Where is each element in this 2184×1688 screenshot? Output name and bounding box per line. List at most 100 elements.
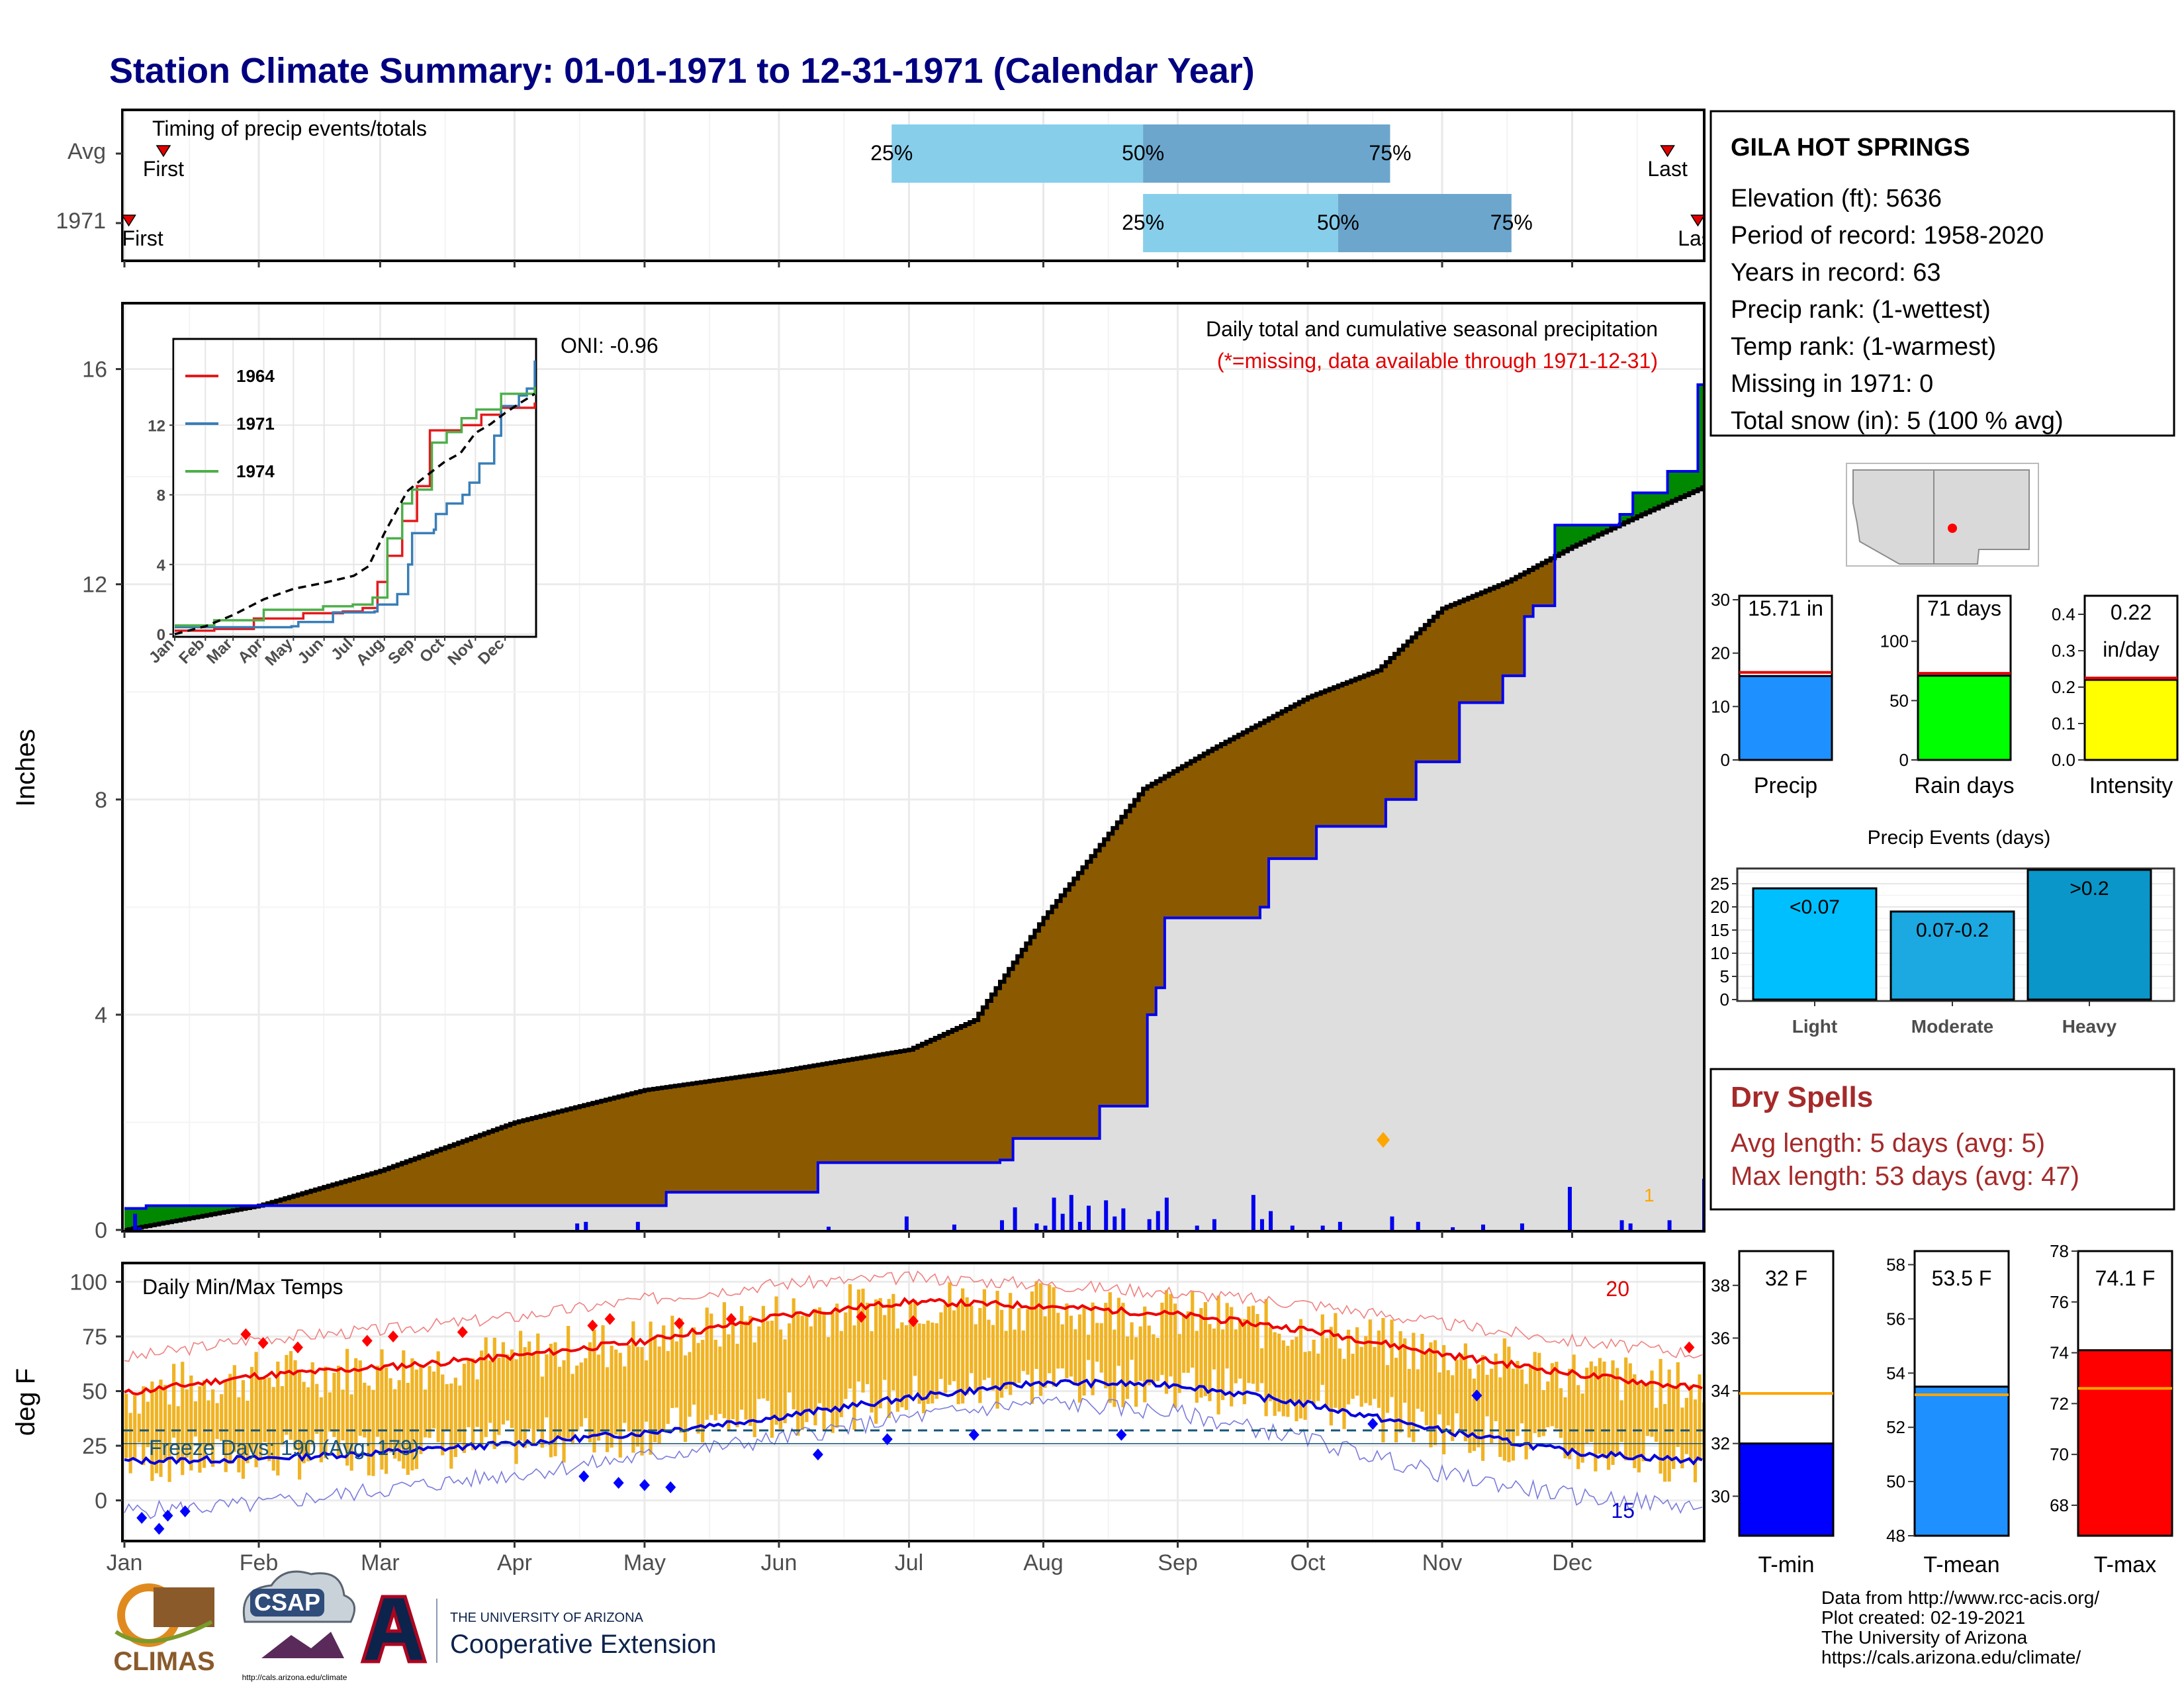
surplus-area xyxy=(1555,385,1703,556)
temp-daily-bar xyxy=(926,1320,930,1404)
temp-bar-ytick-label: 38 xyxy=(1711,1276,1730,1295)
temp-daily-bar xyxy=(432,1371,436,1429)
temp-xtick-label: Aug xyxy=(1023,1550,1064,1575)
record-high-marker xyxy=(257,1336,269,1349)
precip-bar-ytick-label: 20 xyxy=(1711,643,1730,663)
precip-bar-ytick-label: 0.4 xyxy=(2052,604,2075,624)
temp-daily-bar xyxy=(471,1358,475,1450)
main-ylabel: Inches xyxy=(11,729,40,807)
precip-bar-ytick-label: 0.2 xyxy=(2052,677,2075,697)
temp-daily-bar xyxy=(1216,1295,1220,1415)
record-high-marker xyxy=(908,1315,919,1327)
snow-marker-label: 1 xyxy=(1644,1185,1655,1205)
temp-xtick-label: Jun xyxy=(761,1550,797,1575)
precip-bar-category-label: Intensity xyxy=(2089,773,2173,798)
temp-daily-bar xyxy=(1212,1329,1216,1370)
daily-precip-bar xyxy=(1034,1223,1039,1230)
temp-daily-bar xyxy=(1173,1303,1177,1408)
temp-daily-bar xyxy=(480,1350,484,1446)
temp-daily-bar xyxy=(1152,1334,1156,1385)
credit-line-1: Data from http://www.rcc-acis.org/ xyxy=(1821,1587,2099,1608)
temp-daily-bar xyxy=(856,1289,861,1382)
temp-xtick-label: Mar xyxy=(361,1550,400,1575)
temp-daily-bar xyxy=(1069,1315,1073,1377)
temp-daily-bar xyxy=(943,1304,948,1393)
temp-daily-bar xyxy=(1689,1385,1693,1461)
record-high-marker xyxy=(361,1335,373,1347)
record-low-marker xyxy=(1471,1389,1482,1402)
inset-ytick-label: 4 xyxy=(157,557,166,575)
temp-daily-bar xyxy=(276,1361,280,1476)
temp-daily-bar xyxy=(1455,1359,1459,1414)
cumulative-area-below xyxy=(124,487,1703,1230)
daily-precip-bar xyxy=(133,1213,138,1230)
temp-daily-bar xyxy=(917,1323,921,1404)
precip-bar-fill xyxy=(1917,675,2012,761)
precip-bar-ytick-label: 10 xyxy=(1711,696,1730,716)
precip-bar-value-label: in/day xyxy=(2103,637,2159,661)
temp-daily-bar xyxy=(891,1293,895,1391)
temp-daily-bar xyxy=(904,1325,909,1411)
temp-daily-bar xyxy=(995,1291,999,1409)
climas-logo: CLIMAS xyxy=(113,1583,215,1676)
temp-daily-bar xyxy=(731,1321,735,1419)
temp-daily-bar xyxy=(475,1379,479,1427)
temp-daily-bar xyxy=(1628,1363,1632,1460)
temp-daily-bar xyxy=(1433,1340,1437,1446)
precip-bar-ytick-label: 0 xyxy=(1899,750,1909,770)
temp-daily-bar xyxy=(1160,1302,1164,1376)
daily-precip-bar xyxy=(1164,1197,1169,1230)
timing-quantile-label: 25% xyxy=(1122,211,1164,234)
temp-daily-bar xyxy=(285,1354,289,1435)
daily-precip-bar xyxy=(137,1227,142,1230)
temp-daily-bar xyxy=(375,1366,380,1437)
temp-daily-bar xyxy=(1645,1383,1650,1436)
temp-daily-bar xyxy=(250,1366,254,1452)
first-event-marker xyxy=(121,214,136,227)
csap-url-text: http://cals.arizona.edu/climate xyxy=(242,1673,347,1682)
csap-mountain-icon xyxy=(261,1632,344,1658)
temp-daily-bar xyxy=(133,1395,137,1461)
daily-precip-bar xyxy=(584,1221,588,1230)
temp-daily-bar xyxy=(1442,1344,1446,1455)
temp-daily-bar xyxy=(796,1312,800,1436)
inset-legend-label: 1964 xyxy=(236,366,275,386)
temp-daily-bar xyxy=(1225,1303,1229,1369)
record-low-marker xyxy=(1367,1418,1379,1430)
temp-daily-bar xyxy=(735,1343,739,1428)
temp-daily-bar xyxy=(1095,1323,1099,1362)
temp-daily-bar xyxy=(1398,1331,1402,1433)
precip-summary-bars: 0 10 20 30 15.71 in Precip 0 50 100 71 days Rain d… xyxy=(1711,590,2179,798)
record-high-marker xyxy=(292,1341,303,1354)
temp-daily-bar xyxy=(1507,1346,1511,1462)
temp-daily-bar xyxy=(1550,1363,1554,1427)
timing-edge-mask-right xyxy=(1706,232,1711,258)
temp-daily-bar xyxy=(419,1365,423,1454)
temp-daily-bar xyxy=(458,1385,462,1443)
daily-precip-bar xyxy=(1013,1207,1017,1230)
temp-daily-bar xyxy=(922,1323,926,1414)
daily-precip-bar xyxy=(1416,1221,1420,1230)
temp-bar-ytick-label: 54 xyxy=(1886,1363,1905,1383)
temp-daily-bar xyxy=(1308,1351,1312,1400)
daily-precip-bar xyxy=(1147,1219,1152,1230)
temp-daily-bar xyxy=(1619,1400,1623,1442)
temp-daily-bar xyxy=(670,1315,674,1409)
temp-daily-bar xyxy=(263,1378,267,1442)
temp-ytick-label: 25 xyxy=(82,1434,107,1459)
station-line-7: Total snow (in): 5 (100 % avg) xyxy=(1731,407,2064,435)
temp-daily-bar xyxy=(1242,1319,1246,1405)
timing-quantile-label: 50% xyxy=(1317,211,1359,234)
temp-daily-bar xyxy=(562,1360,566,1463)
temp-daily-bar xyxy=(1463,1343,1467,1442)
temp-daily-bar xyxy=(354,1358,358,1444)
temp-daily-bar xyxy=(523,1347,527,1448)
temp-daily-bar xyxy=(1234,1329,1238,1383)
temp-daily-bar xyxy=(913,1300,917,1376)
temp-daily-bar xyxy=(822,1311,826,1430)
precip-bar-fill xyxy=(2083,679,2179,761)
temp-bar-fill xyxy=(1738,1442,1835,1537)
temp-daily-bar xyxy=(970,1305,974,1374)
temp-daily-bar xyxy=(1485,1374,1489,1417)
